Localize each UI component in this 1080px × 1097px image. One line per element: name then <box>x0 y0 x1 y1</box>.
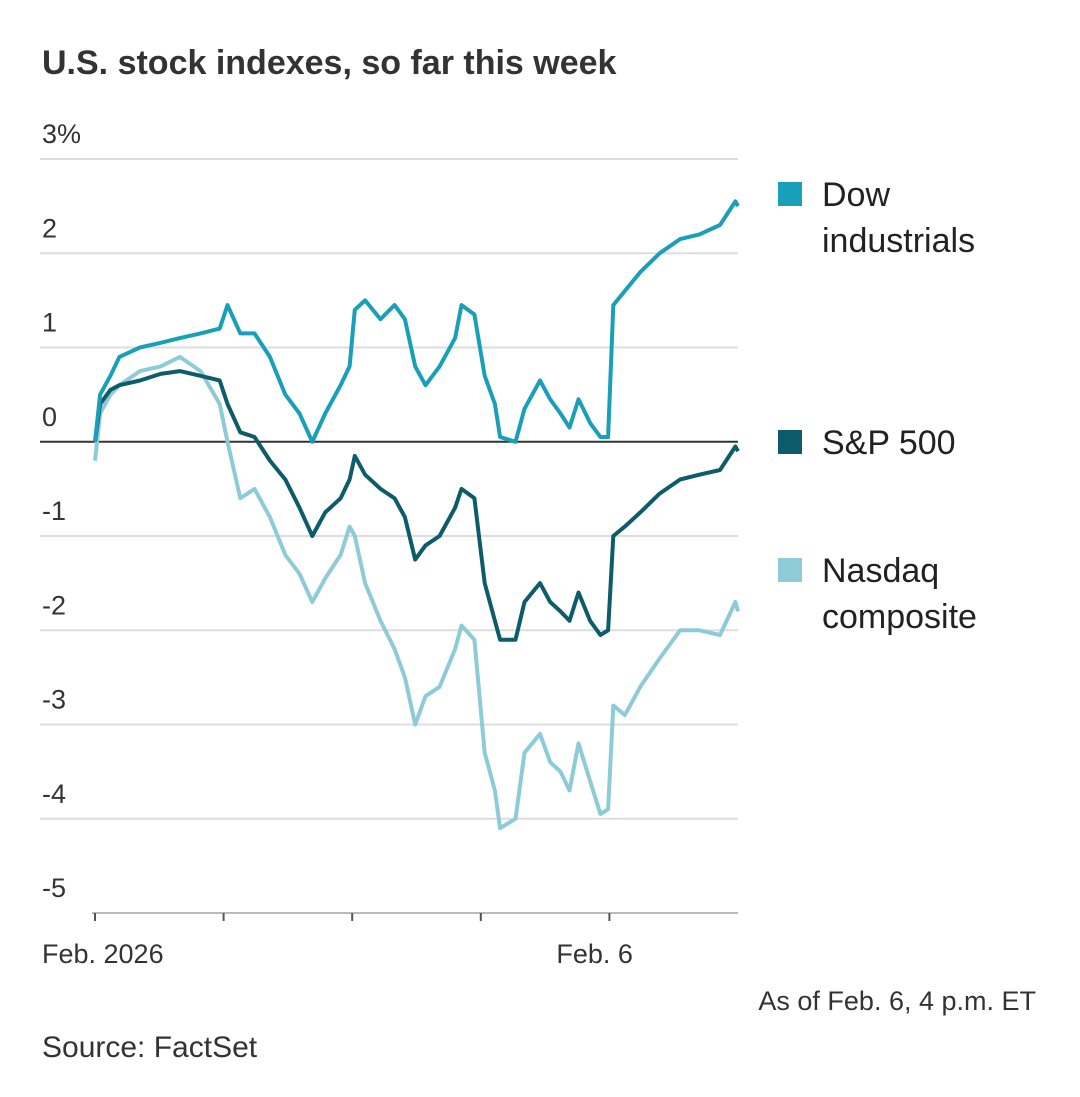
x-tick-label: Feb. 2026 <box>42 939 164 969</box>
legend-label: Dow industrials <box>822 176 976 260</box>
series-line <box>93 354 740 831</box>
source: Source: FactSet <box>42 1031 258 1064</box>
y-tick-label: 2 <box>42 213 57 243</box>
y-tick-label: -4 <box>42 779 66 809</box>
y-tick-label: 0 <box>42 402 57 432</box>
y-tick-label: 3% <box>42 119 81 149</box>
legend-swatch <box>778 430 802 454</box>
legend-label: Nasdaq composite <box>822 552 977 636</box>
y-tick-label: -1 <box>42 496 66 526</box>
legend-entry: Dow industrials <box>778 172 1028 264</box>
series-line <box>93 199 740 444</box>
x-tick-label: Feb. 6 <box>556 939 633 969</box>
note: As of Feb. 6, 4 p.m. ET <box>758 986 1036 1016</box>
y-tick-label: -3 <box>42 685 66 715</box>
legend-swatch <box>778 558 802 582</box>
chart-title: U.S. stock indexes, so far this week <box>42 44 617 82</box>
y-tick-label: 1 <box>42 308 57 338</box>
legend-entry: S&P 500 <box>778 420 1028 466</box>
y-tick-label: -2 <box>42 590 66 620</box>
legend-swatch <box>778 182 802 206</box>
series-line <box>93 369 740 642</box>
legend-label: S&P 500 <box>822 424 956 462</box>
y-tick-label: -5 <box>42 873 66 903</box>
legend-entry: Nasdaq composite <box>778 548 1028 640</box>
